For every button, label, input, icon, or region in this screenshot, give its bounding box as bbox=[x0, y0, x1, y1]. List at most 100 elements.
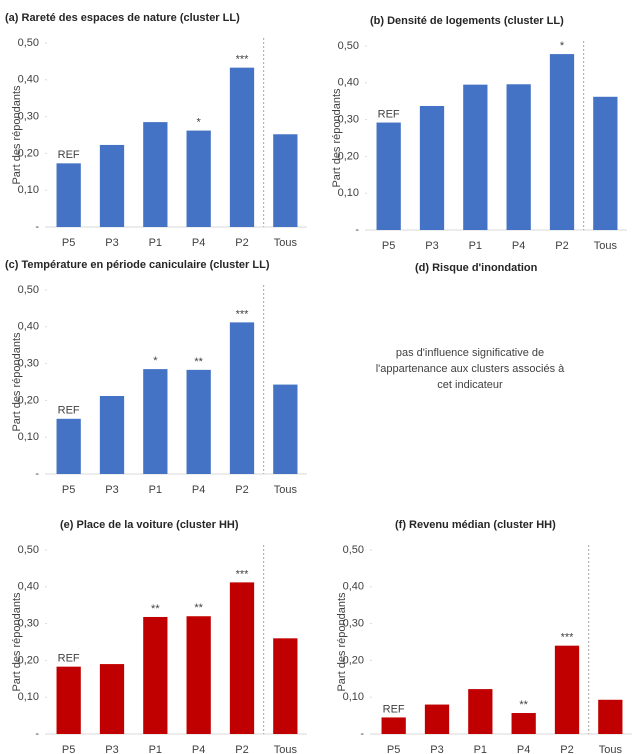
annotation: * bbox=[197, 116, 202, 128]
bar bbox=[99, 664, 125, 734]
annotation: REF bbox=[58, 405, 80, 417]
x-tick-label: P5 bbox=[387, 744, 400, 754]
y-tick-label: - bbox=[360, 728, 364, 740]
annotation: *** bbox=[236, 54, 250, 66]
annotation: *** bbox=[561, 632, 575, 644]
y-tick-label: 0,30 bbox=[18, 618, 39, 630]
x-tick-label: Tous bbox=[274, 484, 298, 496]
y-tick-label: 0,20 bbox=[18, 394, 39, 406]
y-tick-label: 0,10 bbox=[18, 184, 39, 196]
x-tick-label: P4 bbox=[192, 484, 205, 496]
bar bbox=[99, 144, 125, 227]
y-tick-label: 0,30 bbox=[18, 111, 39, 123]
note-text: pas d'influence significative de bbox=[396, 347, 544, 359]
bar bbox=[56, 418, 81, 474]
annotation: * bbox=[153, 355, 158, 367]
y-tick-label: 0,50 bbox=[343, 544, 364, 556]
x-tick-label: P1 bbox=[149, 744, 162, 754]
bar bbox=[549, 54, 575, 230]
panel-title: (b) Densité de logements (cluster LL) bbox=[370, 15, 564, 27]
panel-title: (f) Revenu médian (cluster HH) bbox=[395, 519, 556, 531]
panel-title: (d) Risque d'inondation bbox=[415, 262, 538, 274]
bar bbox=[511, 713, 536, 734]
x-tick-label: P3 bbox=[105, 484, 118, 496]
y-tick-label: 0,20 bbox=[18, 654, 39, 666]
x-tick-label: P2 bbox=[555, 240, 568, 252]
y-tick-label: 0,10 bbox=[18, 431, 39, 443]
y-axis-label: Part des répondants bbox=[11, 332, 23, 432]
x-tick-label: P1 bbox=[149, 237, 162, 249]
bar bbox=[376, 122, 401, 230]
y-tick-label: 0,30 bbox=[18, 358, 39, 370]
bar bbox=[273, 134, 298, 227]
y-tick-label: 0,40 bbox=[18, 581, 39, 593]
bar bbox=[419, 105, 445, 230]
x-tick-label: Tous bbox=[274, 744, 298, 754]
panel-title: (a) Rareté des espaces de nature (cluste… bbox=[5, 12, 240, 24]
annotation: REF bbox=[383, 703, 405, 715]
panel-title: (e) Place de la voiture (cluster HH) bbox=[60, 519, 239, 531]
x-tick-label: P3 bbox=[105, 237, 118, 249]
x-tick-label: P1 bbox=[474, 744, 487, 754]
annotation: REF bbox=[378, 108, 400, 120]
annotation: ** bbox=[194, 602, 203, 614]
bar bbox=[186, 130, 211, 227]
annotation: * bbox=[560, 40, 565, 52]
y-axis-label: Part des répondants bbox=[336, 592, 348, 692]
bar bbox=[143, 122, 168, 227]
y-tick-label: 0,50 bbox=[18, 284, 39, 296]
x-tick-label: P3 bbox=[105, 744, 118, 754]
x-tick-label: P3 bbox=[430, 744, 443, 754]
bar bbox=[186, 616, 211, 734]
y-tick-label: 0,20 bbox=[18, 147, 39, 159]
x-tick-label: P1 bbox=[149, 484, 162, 496]
annotation: *** bbox=[236, 568, 250, 580]
bar bbox=[598, 699, 623, 734]
x-tick-label: P5 bbox=[62, 484, 75, 496]
bar bbox=[229, 322, 255, 474]
annotation: ** bbox=[519, 699, 528, 711]
annotation: REF bbox=[58, 149, 80, 161]
y-tick-label: 0,20 bbox=[343, 654, 364, 666]
x-tick-label: Tous bbox=[599, 744, 623, 754]
y-tick-label: - bbox=[355, 224, 359, 236]
y-tick-label: 0,40 bbox=[338, 77, 359, 89]
bar bbox=[56, 163, 81, 227]
y-axis-label: Part des répondants bbox=[331, 88, 343, 188]
y-tick-label: 0,10 bbox=[18, 691, 39, 703]
y-tick-label: 0,10 bbox=[338, 187, 359, 199]
y-tick-label: 0,40 bbox=[18, 321, 39, 333]
bar bbox=[554, 645, 580, 734]
bar bbox=[273, 638, 298, 734]
x-tick-label: P5 bbox=[62, 237, 75, 249]
bar bbox=[99, 395, 125, 474]
annotation: *** bbox=[236, 308, 250, 320]
bar bbox=[186, 369, 211, 474]
bar bbox=[229, 582, 255, 734]
bar bbox=[468, 689, 493, 734]
y-tick-label: - bbox=[35, 728, 39, 740]
x-tick-label: Tous bbox=[594, 240, 618, 252]
x-tick-label: P2 bbox=[235, 484, 248, 496]
y-tick-label: 0,20 bbox=[338, 150, 359, 162]
x-tick-label: P4 bbox=[192, 744, 205, 754]
y-axis-label: Part des répondants bbox=[11, 592, 23, 692]
panel-title: (c) Température en période caniculaire (… bbox=[5, 259, 270, 271]
y-tick-label: 0,30 bbox=[338, 114, 359, 126]
annotation: ** bbox=[194, 356, 203, 368]
bar bbox=[143, 616, 168, 734]
x-tick-label: Tous bbox=[274, 237, 298, 249]
bar bbox=[229, 67, 255, 227]
y-tick-label: - bbox=[35, 221, 39, 233]
x-tick-label: P2 bbox=[235, 237, 248, 249]
y-tick-label: - bbox=[35, 468, 39, 480]
bar bbox=[143, 369, 168, 474]
x-tick-label: P4 bbox=[512, 240, 525, 252]
x-tick-label: P5 bbox=[62, 744, 75, 754]
bar bbox=[273, 384, 298, 474]
x-tick-label: P2 bbox=[235, 744, 248, 754]
y-tick-label: 0,50 bbox=[338, 40, 359, 52]
bar bbox=[593, 96, 618, 230]
y-tick-label: 0,50 bbox=[18, 544, 39, 556]
